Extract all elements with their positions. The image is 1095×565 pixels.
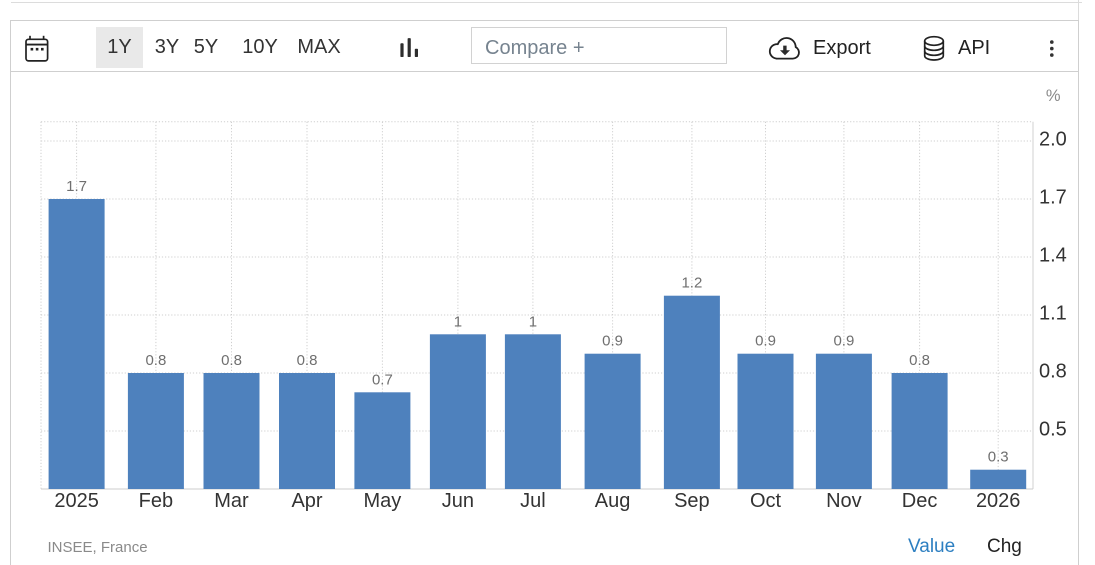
svg-text:Aug: Aug: [595, 490, 631, 512]
svg-text:Mar: Mar: [214, 490, 249, 512]
svg-text:Jul: Jul: [520, 490, 546, 512]
svg-text:0.5: 0.5: [1039, 419, 1067, 441]
svg-text:1.1: 1.1: [1039, 303, 1067, 325]
svg-text:0.8: 0.8: [909, 352, 930, 369]
svg-text:1.2: 1.2: [681, 275, 702, 292]
svg-text:0.8: 0.8: [221, 352, 242, 369]
svg-text:1: 1: [529, 313, 537, 330]
svg-text:Jun: Jun: [442, 490, 474, 512]
svg-text:%: %: [1046, 87, 1061, 105]
svg-text:Value: Value: [908, 536, 955, 557]
svg-text:2.0: 2.0: [1039, 129, 1067, 151]
svg-text:0.3: 0.3: [988, 449, 1009, 466]
svg-text:Sep: Sep: [674, 490, 710, 512]
svg-text:Dec: Dec: [902, 490, 938, 512]
svg-text:0.8: 0.8: [297, 352, 318, 369]
svg-text:0.9: 0.9: [833, 333, 854, 350]
svg-text:Apr: Apr: [291, 490, 322, 512]
svg-text:Feb: Feb: [139, 490, 173, 512]
svg-text:Oct: Oct: [750, 490, 782, 512]
svg-text:Nov: Nov: [826, 490, 862, 512]
svg-text:2025: 2025: [54, 490, 99, 512]
svg-text:1.7: 1.7: [66, 178, 87, 195]
svg-text:0.7: 0.7: [372, 371, 393, 388]
svg-text:1: 1: [454, 313, 462, 330]
svg-text:0.8: 0.8: [1039, 361, 1067, 383]
svg-text:INSEE, France: INSEE, France: [48, 539, 148, 556]
svg-text:May: May: [364, 490, 402, 512]
svg-text:1.4: 1.4: [1039, 245, 1067, 267]
svg-text:0.8: 0.8: [145, 352, 166, 369]
svg-text:Chg: Chg: [987, 536, 1022, 557]
svg-text:0.9: 0.9: [602, 333, 623, 350]
svg-text:2026: 2026: [976, 490, 1021, 512]
svg-text:1.7: 1.7: [1039, 187, 1067, 209]
svg-text:0.9: 0.9: [755, 333, 776, 350]
